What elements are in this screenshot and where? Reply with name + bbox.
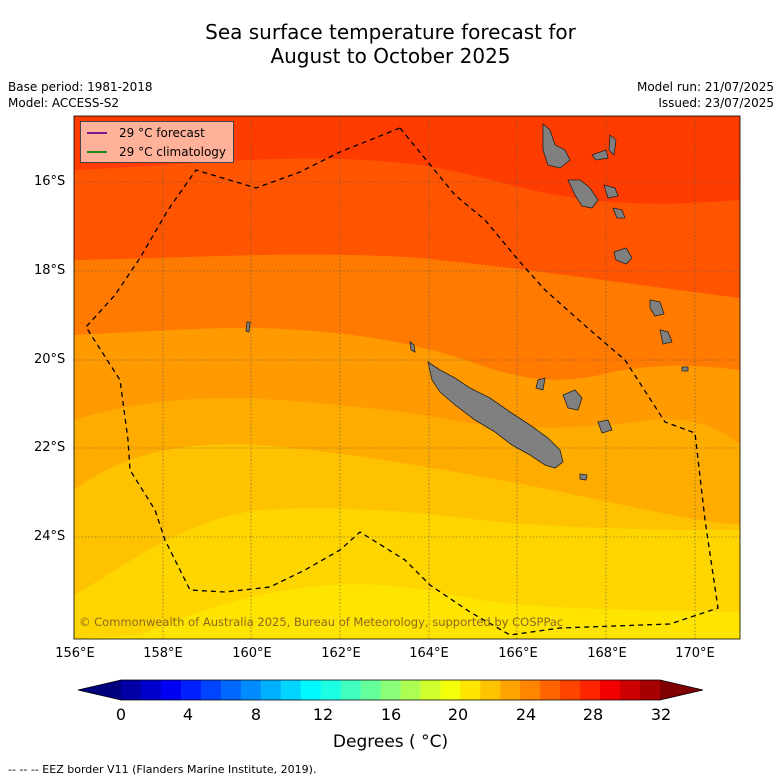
colorbar (77, 679, 704, 701)
chart-title-line2: August to October 2025 (270, 44, 511, 68)
colorbar-swatch (620, 680, 641, 700)
lon-label-164e: 164°E (409, 646, 449, 661)
colorbar-tick-28: 28 (582, 705, 604, 724)
colorbar-swatch (480, 680, 501, 700)
islet-a (681, 366, 689, 372)
legend-climatology-label: 29 °C climatology (119, 145, 227, 159)
lat-label-24s: 24°S (34, 529, 66, 544)
colorbar-tick-24: 24 (515, 705, 537, 724)
colorbar-swatch (121, 680, 142, 700)
vanuatu-island-3 (591, 149, 609, 161)
eez-border (85, 127, 719, 636)
loyalty-island-3 (535, 377, 546, 391)
colorbar-swatch (160, 680, 182, 700)
colorbar-swatch (380, 680, 401, 700)
forecast-line-swatch (87, 132, 107, 134)
colorbar-swatch (640, 680, 661, 700)
colorbar-tick-4: 4 (182, 705, 194, 724)
loyalty-island-2 (597, 419, 613, 434)
colorbar-swatch (320, 680, 342, 700)
malekula (567, 179, 599, 209)
base-period-text: Base period: 1981-2018 (8, 80, 153, 94)
lon-label-156e: 156°E (55, 646, 95, 661)
colorbar-outline (77, 679, 704, 701)
colorbar-tick-8: 8 (250, 705, 262, 724)
espiritu-santo (542, 123, 571, 169)
colorbar-swatch (300, 680, 322, 700)
colorbar-swatch (520, 680, 541, 700)
isle-of-pines (579, 473, 588, 481)
erromango (613, 247, 633, 265)
lon-label-168e: 168°E (587, 646, 627, 661)
vanuatu-island-6 (612, 207, 626, 219)
colorbar-swatch (280, 680, 302, 700)
model-run-text: Model run: 21/07/2025 (636, 80, 774, 94)
colorbar-tick-32: 32 (650, 705, 672, 724)
vanuatu-island-4 (603, 184, 619, 199)
lon-label-170e: 170°E (675, 646, 715, 661)
new-caledonia-island (427, 361, 564, 469)
colorbar-swatch (460, 680, 481, 700)
colorbar-swatch (580, 680, 601, 700)
colorbar-swatch (260, 680, 282, 700)
lon-label-158e: 158°E (143, 646, 183, 661)
colorbar-swatch (420, 680, 441, 700)
colorbar-swatch (540, 680, 561, 700)
sst-band-7 (74, 584, 740, 639)
colorbar-swatch (180, 680, 202, 700)
lat-label-16s: 16°S (34, 174, 66, 189)
loyalty-island-1 (562, 389, 583, 411)
colorbar-tick-0: 0 (115, 705, 127, 724)
lon-label-160e: 160°E (232, 646, 272, 661)
lat-label-20s: 20°S (34, 352, 66, 367)
copyright-notice: © Commonwealth of Australia 2025, Bureau… (79, 615, 564, 629)
colorbar-extend-high (660, 680, 703, 700)
colorbar-tick-20: 20 (447, 705, 469, 724)
colorbar-tick-16: 16 (380, 705, 402, 724)
aneityum (659, 329, 673, 345)
colorbar-swatch (400, 680, 421, 700)
colorbar-swatch (140, 680, 162, 700)
climatology-line-swatch (87, 151, 107, 153)
legend-climatology: 29 °C climatology (87, 145, 226, 159)
colorbar-swatch (440, 680, 461, 700)
vanuatu-island-5 (608, 134, 617, 156)
colorbar-extend-low (78, 680, 121, 700)
islet-c (409, 341, 416, 353)
colorbar-tick-12: 12 (312, 705, 334, 724)
lon-label-162e: 162°E (321, 646, 361, 661)
colorbar-swatch (200, 680, 222, 700)
colorbar-swatch (240, 680, 262, 700)
colorbar-title: Degrees ( °C) (332, 732, 449, 752)
islet-b (245, 321, 251, 333)
colorbar-swatch (340, 680, 362, 700)
legend-forecast-label: 29 °C forecast (119, 126, 205, 140)
legend: 29 °C forecast 29 °C climatology (80, 121, 234, 163)
colorbar-swatch (500, 680, 521, 700)
model-text: Model: ACCESS-S2 (8, 96, 120, 110)
colorbar-swatch (360, 680, 382, 700)
lat-label-22s: 22°S (34, 440, 66, 455)
lat-label-18s: 18°S (34, 263, 66, 278)
legend-forecast: 29 °C forecast (87, 126, 205, 140)
eez-footnote: -- -- -- EEZ border V11 (Flanders Marine… (8, 763, 317, 776)
lon-label-166e: 166°E (498, 646, 538, 661)
chart-title-line1: Sea surface temperature forecast for (205, 20, 576, 44)
colorbar-swatch (220, 680, 242, 700)
issued-text: Issued: 23/07/2025 (658, 96, 774, 110)
colorbar-swatch (560, 680, 581, 700)
colorbar-swatch (600, 680, 621, 700)
tanna (649, 299, 665, 317)
